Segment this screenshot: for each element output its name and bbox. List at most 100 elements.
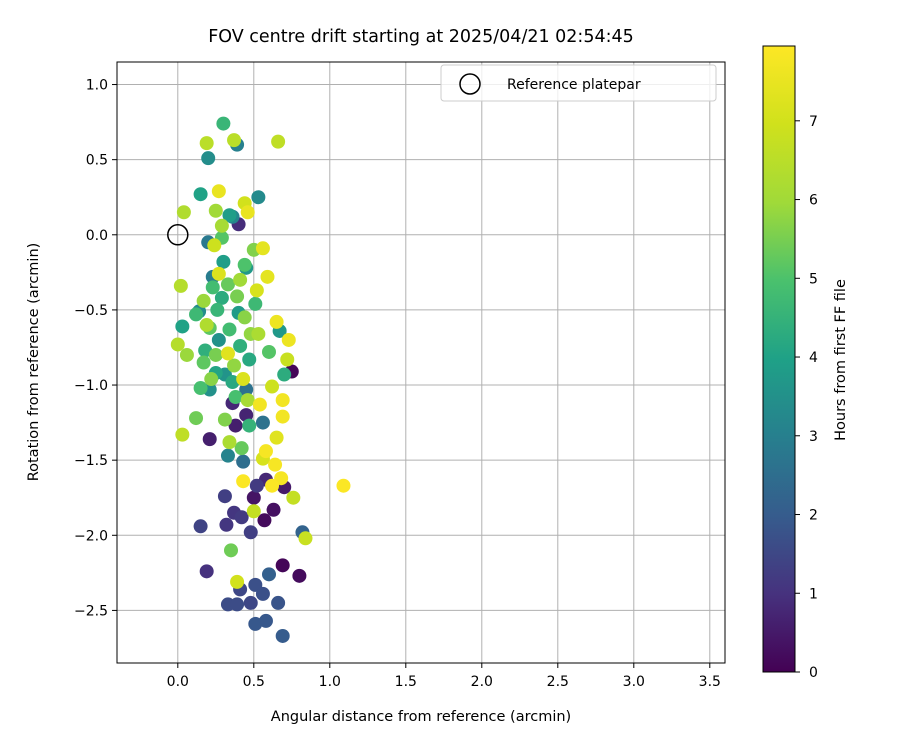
colorbar-tick-label: 7 — [809, 114, 818, 130]
scatter-point — [252, 397, 267, 412]
scatter-point — [193, 187, 208, 202]
scatter-point — [220, 277, 235, 292]
legend: Reference platepar — [440, 64, 717, 102]
scatter-point — [230, 289, 245, 304]
scatter-point — [201, 151, 216, 166]
x-tick-label: 1.5 — [395, 674, 417, 690]
scatter-point — [216, 254, 231, 269]
scatter-point — [199, 136, 214, 151]
scatter-point — [255, 586, 270, 601]
scatter-point — [193, 381, 208, 396]
plot-background — [117, 62, 725, 663]
x-axis-label: Angular distance from reference (arcmin) — [271, 709, 571, 725]
scatter-point — [262, 344, 276, 359]
scatter-point — [298, 531, 313, 546]
scatter-point — [251, 326, 266, 341]
scatter-point — [234, 510, 249, 525]
scatter-point — [237, 310, 252, 325]
scatter-point — [258, 613, 273, 628]
reference-platepar-marker — [167, 224, 189, 246]
y-tick-label: −0.5 — [74, 303, 108, 319]
scatter-point — [208, 347, 223, 362]
scatter-point — [277, 367, 292, 382]
scatter-point — [240, 205, 255, 220]
scatter-point — [228, 418, 243, 433]
scatter-point — [189, 411, 204, 426]
scatter-point — [280, 352, 295, 367]
scatter-point — [217, 489, 232, 504]
scatter-point — [257, 513, 272, 528]
scatter-point — [275, 558, 290, 573]
scatter-point — [198, 343, 213, 358]
x-tick-label: 0.5 — [243, 674, 265, 690]
scatter-point — [281, 332, 296, 347]
scatter-point — [199, 317, 214, 332]
scatter-point — [204, 372, 219, 387]
scatter-point — [211, 332, 226, 347]
colorbar-gradient — [762, 45, 796, 673]
scatter-point — [236, 454, 251, 469]
scatter-point — [246, 504, 261, 519]
legend-box — [440, 64, 717, 102]
scatter-point — [237, 257, 252, 272]
scatter-point — [243, 525, 258, 540]
scatter-point — [170, 337, 185, 352]
scatter-point — [230, 574, 245, 589]
scatter-point — [258, 444, 273, 459]
grid — [117, 62, 725, 663]
scatter-point — [248, 616, 263, 631]
scatter-point — [224, 543, 238, 558]
scatter-point — [239, 408, 254, 423]
colorbar-tick-label: 1 — [809, 586, 818, 602]
scatter-point — [255, 415, 270, 430]
scatter-point — [211, 184, 226, 199]
scatter-point — [211, 266, 226, 281]
scatter-point — [202, 432, 217, 447]
scatter-point — [233, 338, 248, 353]
scatter-point — [275, 409, 290, 424]
y-tick-label: −1.0 — [74, 378, 108, 394]
scatter-point — [196, 355, 211, 370]
scatter-point — [189, 307, 204, 322]
scatter-point — [205, 280, 220, 295]
scatter-point — [214, 290, 229, 305]
x-tick-label: 3.0 — [623, 674, 645, 690]
x-axis-ticks: 0.0 0.5 1.0 1.5 2.0 2.5 3.0 3.5 — [167, 663, 721, 690]
scatter-point — [249, 283, 264, 298]
scatter-point — [265, 478, 280, 493]
y-tick-label: −2.0 — [74, 528, 108, 544]
colorbar-tick-label: 2 — [809, 508, 818, 524]
y-tick-label: −2.5 — [74, 603, 108, 619]
scatter-point — [220, 346, 235, 361]
scatter-point — [228, 390, 243, 405]
scatter-point — [176, 205, 191, 220]
legend-marker-icon — [459, 73, 481, 95]
x-tick-label: 1.0 — [319, 674, 341, 690]
scatter-point — [236, 372, 251, 387]
chart-title: FOV centre drift starting at 2025/04/21 … — [208, 27, 634, 47]
scatter-point — [249, 478, 264, 493]
scatter-point — [236, 474, 251, 489]
scatter-point — [219, 517, 234, 532]
y-tick-label: 1.0 — [86, 78, 108, 94]
scatter-point — [292, 568, 307, 583]
scatter-point — [222, 208, 237, 223]
scatter-point — [251, 190, 266, 205]
x-tick-label: 0.0 — [167, 674, 189, 690]
y-axis-ticks: 1.0 0.5 0.0 −0.5 −1.0 −1.5 −2.0 −2.5 — [74, 78, 117, 619]
scatter-point — [199, 564, 214, 579]
colorbar: 0 1 2 3 4 5 6 7 Hours from first FF file — [762, 45, 849, 681]
colorbar-tick-label: 3 — [809, 429, 818, 445]
colorbar-tick-label: 0 — [809, 665, 818, 681]
scatter-point — [193, 519, 208, 534]
data-points — [170, 116, 351, 643]
scatter-point — [173, 278, 188, 293]
scatter-point — [248, 296, 263, 311]
scatter-point — [179, 347, 194, 362]
scatter-point — [220, 448, 235, 463]
colorbar-tick-label: 4 — [809, 350, 818, 366]
scatter-point — [242, 352, 257, 367]
scatter-point — [217, 412, 232, 427]
scatter-point — [230, 597, 245, 612]
